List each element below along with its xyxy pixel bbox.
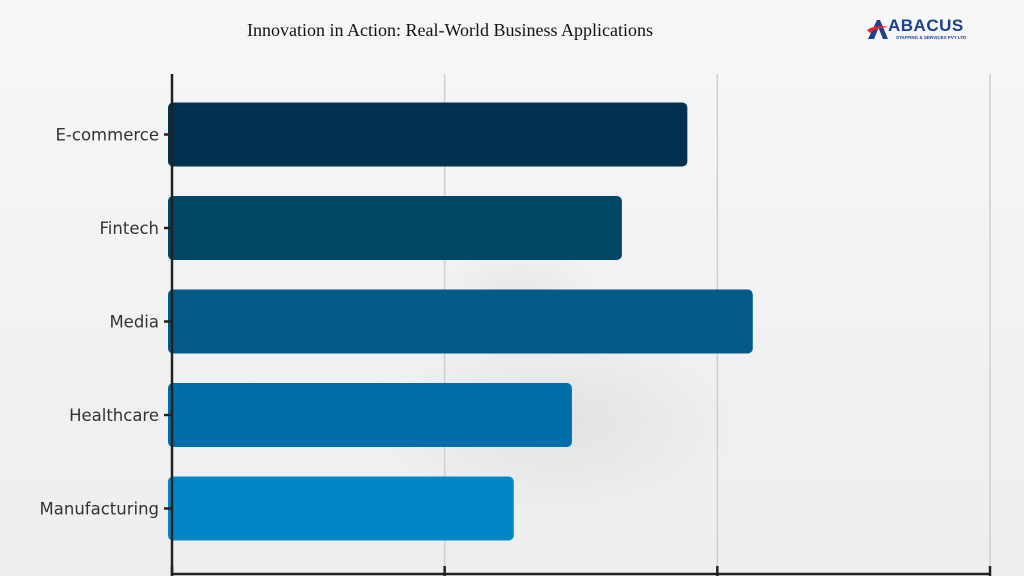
axes <box>164 74 992 576</box>
category-label: Manufacturing <box>40 500 159 519</box>
bar-media <box>168 289 753 354</box>
logo-wordmark: ABACUS <box>888 16 964 35</box>
bar-manufacturing <box>168 476 514 541</box>
category-label: E-commerce <box>56 126 160 145</box>
bar-e-commerce <box>168 102 688 167</box>
bar-healthcare <box>168 383 572 447</box>
bars <box>168 102 753 541</box>
logo-tagline: STAFFING & SERVICES PVT LTD <box>896 35 967 40</box>
logo-mark-icon <box>867 20 889 39</box>
category-labels: E-commerce Fintech Media Healthcare Manufact… <box>40 126 159 519</box>
category-label: Fintech <box>100 219 159 238</box>
category-label: Healthcare <box>69 406 159 425</box>
company-logo: ABACUS STAFFING & SERVICES PVT LTD <box>866 16 966 46</box>
category-label: Media <box>109 313 159 332</box>
page-title: Innovation in Action: Real-World Busines… <box>246 20 653 40</box>
bar-fintech <box>168 196 622 260</box>
